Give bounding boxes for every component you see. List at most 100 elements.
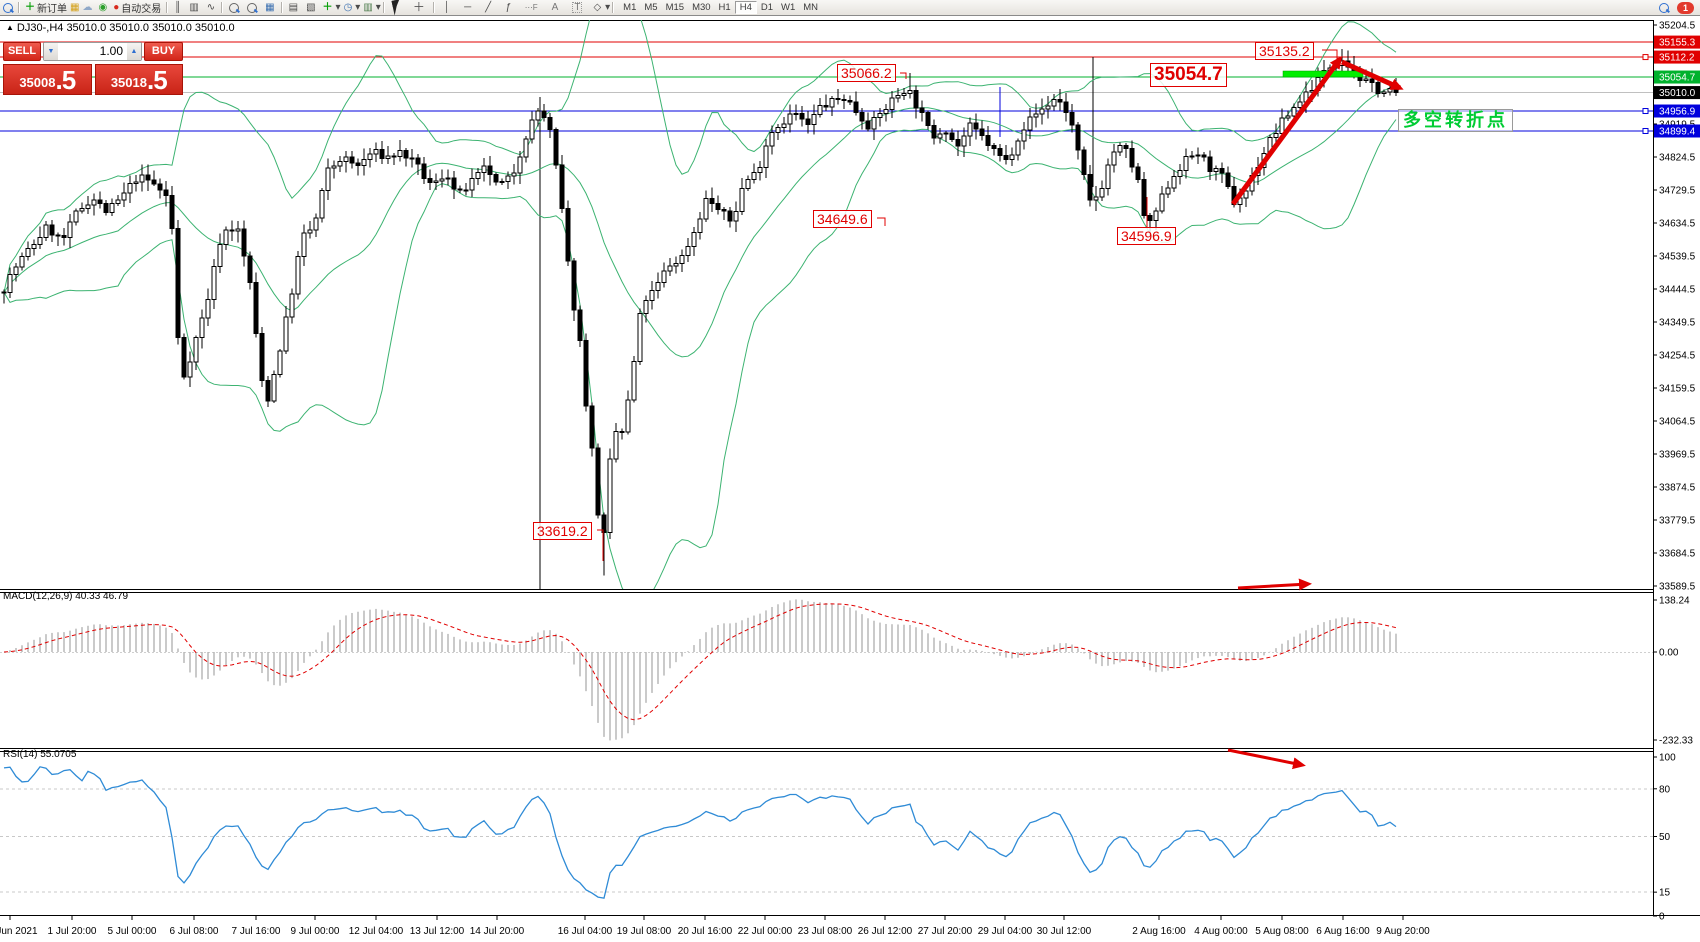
autotrade-button[interactable]: ● 自动交易	[110, 1, 164, 15]
svg-text:34444.5: 34444.5	[1659, 285, 1696, 296]
new-order-icon: ＋	[25, 2, 35, 13]
price-annotation[interactable]: 35066.2	[837, 64, 896, 82]
cursor-icon[interactable]	[391, 0, 403, 16]
cloud-icon[interactable]: ☁	[82, 2, 93, 13]
signal-icon[interactable]: ◉	[98, 2, 108, 13]
price-annotation[interactable]: 33619.2	[533, 522, 592, 540]
one-click-trade-panel: SELL ▼ 1.00 ▲ BUY 35008.5 35018.5	[3, 42, 183, 95]
symbol-info: ▲ DJ30-,H4 35010.0 35010.0 35010.0 35010.…	[6, 22, 235, 34]
timeframe-h1[interactable]: H1	[718, 2, 731, 13]
time-axis-label: 30 Jun 2021	[0, 926, 38, 937]
time-axis-label: 5 Aug 08:00	[1255, 926, 1309, 937]
price-chart-canvas[interactable]: 35204.534919.534824.534729.534634.534539…	[0, 16, 1700, 942]
zoom-out-icon[interactable]	[247, 2, 258, 13]
timeframe-group: M1 M5 M15 M30 H1 H4 D1 W1 MN	[616, 0, 825, 15]
time-axis-label: 22 Jul 00:00	[737, 926, 793, 937]
time-axis-label: 7 Jul 16:00	[231, 926, 281, 937]
crosshair-icon[interactable]: ＋	[412, 0, 425, 14]
shapes-tool-icon[interactable]: ◇	[593, 2, 602, 13]
price-annotation[interactable]: 35054.7	[1150, 63, 1227, 87]
time-axis-label: 6 Jul 08:00	[169, 926, 219, 937]
buy-price-display[interactable]: 35018.5	[94, 64, 183, 95]
candlestick-chart-icon[interactable]: ▥	[189, 2, 199, 13]
buy-price-pips: .5	[146, 65, 168, 95]
horizontal-line-tool-icon[interactable]: ─	[464, 2, 472, 13]
time-axis-label: 13 Jul 12:00	[409, 926, 465, 937]
volume-input[interactable]: 1.00	[99, 44, 123, 58]
volume-up-button[interactable]: ▲	[127, 43, 141, 60]
toolbar-separator	[612, 2, 615, 13]
fibonacci-tool-icon[interactable]: ƒ	[505, 2, 511, 13]
svg-text:50: 50	[1659, 832, 1671, 843]
time-axis-label: 30 Jul 12:00	[1036, 926, 1092, 937]
time-axis-label: 27 Jul 20:00	[917, 926, 973, 937]
deposit-icon[interactable]: ▦	[70, 2, 80, 13]
timeframe-mn[interactable]: MN	[803, 2, 819, 13]
arrange-icons-icon[interactable]: ▧	[306, 2, 316, 13]
time-axis-label: 20 Jul 16:00	[677, 926, 733, 937]
sell-price-display[interactable]: 35008.5	[3, 64, 92, 95]
svg-text:0.00: 0.00	[1659, 648, 1679, 659]
timeframe-m30[interactable]: M30	[692, 2, 711, 13]
period-caret-icon[interactable]: ▾	[355, 2, 361, 13]
svg-text:34254.5: 34254.5	[1659, 351, 1696, 362]
buy-button[interactable]: BUY	[144, 42, 183, 61]
timeframe-m1[interactable]: M1	[623, 2, 637, 13]
chart-window: 35204.534919.534824.534729.534634.534539…	[0, 16, 1700, 942]
time-axis-label: 6 Aug 16:00	[1316, 926, 1370, 937]
timeframe-w1[interactable]: W1	[781, 2, 796, 13]
volume-stepper: ▼ 1.00 ▲	[43, 42, 142, 61]
time-axis-label: 9 Aug 20:00	[1376, 926, 1430, 937]
shapes-caret-icon[interactable]: ▾	[605, 2, 611, 13]
trendline-tool-icon[interactable]: ╱	[485, 2, 492, 13]
ruler-tool-icon[interactable]: ⋯F	[524, 3, 538, 12]
cascade-windows-icon[interactable]: ▤	[288, 2, 299, 13]
line-chart-icon[interactable]: ∿	[206, 2, 216, 13]
time-axis-label: 26 Jul 12:00	[857, 926, 913, 937]
timeframe-d1[interactable]: D1	[760, 2, 774, 13]
new-order-button[interactable]: ＋ 新订单	[22, 1, 70, 15]
templates-icon[interactable]: ▥	[363, 2, 373, 13]
time-axis-label: 9 Jul 00:00	[290, 926, 340, 937]
price-annotation[interactable]: 35135.2	[1255, 42, 1314, 60]
timeframe-h4[interactable]: H4	[734, 1, 757, 14]
vertical-line-tool-icon[interactable]: │	[443, 2, 451, 13]
search-icon[interactable]	[1659, 2, 1669, 13]
time-axis-label: 16 Jul 04:00	[557, 926, 613, 937]
timeframe-m15[interactable]: M15	[665, 2, 685, 13]
rsi-indicator-label: RSI(14) 55.0705	[3, 749, 77, 760]
volume-down-button[interactable]: ▼	[44, 43, 58, 60]
toolbar-separator	[280, 2, 283, 13]
templates-caret-icon[interactable]: ▾	[375, 2, 381, 13]
timeframe-m5[interactable]: M5	[644, 2, 658, 13]
sell-button[interactable]: SELL	[3, 42, 41, 61]
period-clock-icon[interactable]: ◷	[343, 2, 353, 13]
magnifier-icon[interactable]	[3, 2, 13, 13]
svg-text:34349.5: 34349.5	[1659, 318, 1696, 329]
price-annotation[interactable]: 34649.6	[813, 210, 872, 228]
autotrade-label: 自动交易	[121, 4, 162, 15]
zoom-in-icon[interactable]	[229, 2, 240, 13]
bar-chart-icon[interactable]: ║	[174, 2, 182, 13]
svg-text:100: 100	[1659, 753, 1676, 764]
price-annotation[interactable]: 34596.9	[1117, 227, 1176, 245]
macd-indicator-label: MACD(12,26,9) 40.33 46.79	[3, 591, 129, 602]
symbol-ohlc-text: DJ30-,H4 35010.0 35010.0 35010.0 35010.0	[16, 22, 235, 34]
svg-text:34634.5: 34634.5	[1659, 219, 1696, 230]
tile-windows-icon[interactable]: ▦	[265, 2, 275, 13]
symbol-marker-icon: ▲	[6, 23, 14, 32]
notification-badge[interactable]: 1	[1677, 1, 1694, 14]
indicators-caret-icon[interactable]: ▾	[335, 2, 341, 13]
svg-text:33589.5: 33589.5	[1659, 582, 1696, 593]
svg-text:35155.3: 35155.3	[1659, 38, 1696, 49]
svg-text:34824.5: 34824.5	[1659, 153, 1696, 164]
svg-text:33779.5: 33779.5	[1659, 516, 1696, 527]
autotrade-icon: ●	[113, 2, 120, 13]
indicators-icon[interactable]: ＋	[322, 2, 333, 13]
text-tool-icon[interactable]: A	[551, 2, 559, 13]
svg-text:33684.5: 33684.5	[1659, 549, 1696, 560]
svg-text:35112.2: 35112.2	[1659, 53, 1695, 64]
note-annotation[interactable]: 多空转折点	[1398, 109, 1513, 132]
text-label-tool-icon[interactable]: T	[572, 2, 583, 13]
